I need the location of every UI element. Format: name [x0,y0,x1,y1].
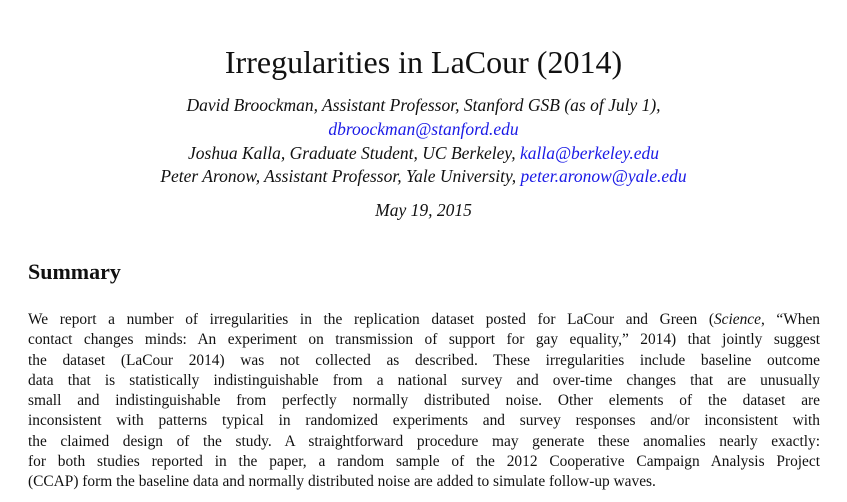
summary-line: (CCAP) form the baseline data and normal… [28,473,656,491]
summary-line: small and indistinguishable from perfect… [28,392,820,410]
section-heading-summary: Summary [28,259,121,284]
summary-line: for both studies reported in the paper, … [28,453,820,471]
email-link-aronow[interactable]: peter.aronow@yale.edu [520,166,687,186]
author-line-aronow: Peter Aronow, Assistant Professor, Yale … [0,164,847,188]
summary-line: inconsistent with patterns typical in ra… [28,412,820,430]
summary-line: the dataset (LaCour 2014) was not collec… [28,351,820,369]
email-link-broockman[interactable]: dbroockman@stanford.edu [328,119,519,139]
author-kalla-affiliation: Joshua Kalla, Graduate Student, UC Berke… [188,143,520,163]
summary-text: , “When [760,311,821,328]
summary-paragraph: We report a number of irregularities in … [28,310,820,493]
author-broockman-affiliation: David Broockman, Assistant Professor, St… [186,95,661,115]
author-line-broockman-email: dbroockman@stanford.edu [0,117,847,141]
summary-text: We report a number of irregularities in … [28,311,714,328]
summary-line: contact changes minds: An experiment on … [28,331,820,349]
journal-name: Science [713,311,761,328]
paper-title: Irregularities in LaCour (2014) [224,44,623,80]
email-link-kalla[interactable]: kalla@berkeley.edu [519,143,659,163]
summary-line: data that is statistically indistinguish… [28,371,820,389]
author-line-broockman: David Broockman, Assistant Professor, St… [0,93,847,117]
author-line-kalla: Joshua Kalla, Graduate Student, UC Berke… [0,141,847,165]
author-aronow-affiliation: Peter Aronow, Assistant Professor, Yale … [160,166,521,186]
summary-line: the claimed design of the study. A strai… [28,432,820,450]
paper-date: May 19, 2015 [375,200,472,220]
summary-line: We report a number of irregularities in … [28,310,820,330]
